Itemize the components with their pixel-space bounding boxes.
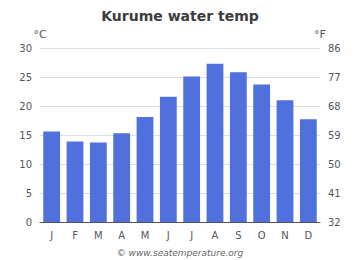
svg-text:M: M [141,230,150,241]
svg-text:30: 30 [19,43,32,54]
svg-text:86: 86 [328,43,341,54]
svg-text:25: 25 [19,72,32,83]
svg-text:F: F [72,230,78,241]
svg-text:D: D [304,230,312,241]
svg-text:J: J [166,230,170,241]
svg-text:A: A [212,230,219,241]
svg-text:20: 20 [19,101,32,112]
svg-text:M: M [94,230,103,241]
svg-text:5: 5 [26,188,32,199]
svg-text:41: 41 [328,188,341,199]
svg-text:77: 77 [328,72,341,83]
svg-text:J: J [189,230,193,241]
svg-text:A: A [118,230,125,241]
svg-text:N: N [281,230,288,241]
svg-text:68: 68 [328,101,341,112]
svg-text:50: 50 [328,159,341,170]
svg-text:Kurume water temp: Kurume water temp [101,8,259,24]
svg-text:J: J [49,230,53,241]
svg-text:15: 15 [19,130,32,141]
svg-text:O: O [258,230,266,241]
svg-text:°C: °C [33,28,47,41]
svg-text:0: 0 [26,217,32,228]
svg-text:S: S [235,230,241,241]
svg-text:32: 32 [328,217,341,228]
svg-text:°F: °F [314,28,326,41]
svg-text:10: 10 [19,159,32,170]
svg-text:59: 59 [328,130,341,141]
svg-text:© www.seatemperature.org: © www.seatemperature.org [117,248,244,258]
